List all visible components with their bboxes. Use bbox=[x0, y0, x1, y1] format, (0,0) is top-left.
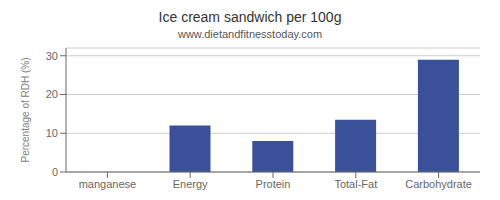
svg-text:30: 30 bbox=[46, 50, 58, 62]
svg-text:Protein: Protein bbox=[256, 178, 291, 190]
svg-text:Total-Fat: Total-Fat bbox=[334, 178, 377, 190]
svg-text:Percentage of RDH (%): Percentage of RDH (%) bbox=[20, 57, 31, 162]
svg-text:20: 20 bbox=[46, 88, 58, 100]
html-text:www.dietandfitnesstoday.com: www.dietandfitnesstoday.com bbox=[178, 28, 322, 40]
svg-text:10: 10 bbox=[46, 127, 58, 139]
svg-text:manganese: manganese bbox=[79, 178, 137, 190]
svg-text:0: 0 bbox=[52, 166, 58, 178]
svg-text:Carbohydrate: Carbohydrate bbox=[405, 178, 472, 190]
svg-text:Energy: Energy bbox=[173, 178, 208, 190]
html-text:Ice cream sandwich per 100g: Ice cream sandwich per 100g bbox=[158, 9, 342, 25]
